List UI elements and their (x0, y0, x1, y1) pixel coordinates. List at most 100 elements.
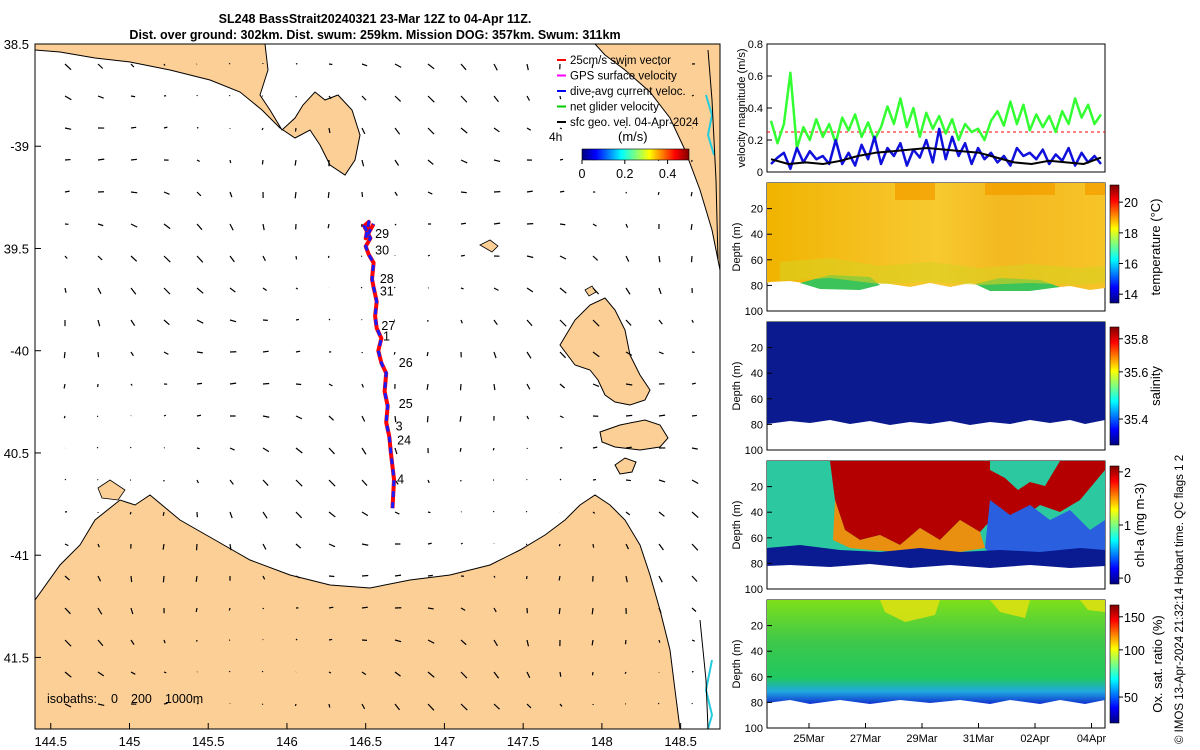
temperature-mid-band (780, 258, 1105, 285)
velocity-arrow (691, 319, 694, 323)
velocity-arrow (163, 287, 171, 295)
isobath-value-0: 0 (111, 692, 118, 706)
depth-tick-label: 40 (751, 507, 763, 519)
colorbar-tick-label: 16 (1124, 258, 1138, 272)
velocity-panel: 0 0.2 0.4 0.6 0.8 velocity magnitude (m/s) (736, 39, 1106, 179)
chlorophyll-colorbar (1109, 465, 1120, 585)
velocity-arrow (196, 287, 204, 294)
velocity-arrow (525, 543, 528, 546)
map-y-tick-label: -40 (10, 344, 29, 359)
velocity-arrow (294, 159, 297, 166)
velocity-arrow (229, 287, 236, 293)
depth-tick-label: 60 (751, 672, 763, 684)
velocity-arrow (130, 319, 136, 327)
velocity-arrow (229, 223, 234, 231)
velocity-arrow (460, 542, 463, 545)
map-x-tick-label: 148 (591, 734, 613, 749)
velocity-arrow (196, 414, 202, 417)
velocity-arrow (163, 223, 171, 230)
velocity-arrow (196, 159, 200, 162)
velocity-arrow (526, 639, 530, 647)
oxygen-panel: 20 40 60 80 100 Depth (m) 150 100 50 Ox. sat. … (731, 599, 1165, 745)
velocity-arrow (460, 639, 467, 646)
salinity-y-label: Depth (m) (731, 362, 743, 411)
velocity-arrow (625, 223, 629, 228)
velocity-arrow (328, 703, 331, 708)
velocity-arrow (360, 255, 363, 258)
velocity-arrow (460, 191, 467, 194)
velocity-arrow (130, 351, 134, 357)
velocity-arrow (196, 382, 203, 385)
legend-extra: 4h (549, 130, 562, 144)
velocity-arrow (63, 351, 66, 359)
velocity-arrow (624, 671, 627, 675)
velocity-arrow (97, 575, 102, 582)
velocity-arrow (592, 223, 597, 227)
velocity-arrow (295, 575, 300, 579)
velocity-arrow (657, 126, 660, 129)
velocity-arrow (64, 671, 72, 678)
chlorophyll-panel: 20 40 60 80 100 Depth (m) 2 1 0 chl-a (mg m-3) (731, 460, 1147, 596)
velocity-arrow (591, 607, 594, 615)
velocity-arrow (97, 703, 105, 707)
velocity-arrow (328, 383, 333, 387)
velocity-arrow (427, 639, 435, 644)
velocity-arrow (261, 159, 264, 165)
velocity-arrow (229, 447, 235, 451)
velocity-arrow (658, 319, 663, 325)
velocity-arrow (427, 511, 431, 514)
velocity-arrow (394, 703, 401, 711)
velocity-arrow (130, 607, 134, 615)
legend-label: GPS surface velocity (570, 71, 677, 83)
velocity-arrow (690, 191, 693, 197)
velocity-arrow (592, 446, 598, 449)
chart-title-line1: SL248 BassStrait20240321 23-Mar 12Z to 0… (218, 12, 532, 26)
depth-tick-label: 20 (751, 343, 763, 355)
velocity-arrow (625, 543, 630, 550)
velocity-arrow (130, 223, 138, 228)
velocity-arrow (64, 478, 67, 481)
velocity-arrow (625, 351, 633, 356)
velocity-arrow (658, 255, 661, 263)
velocity-series-line (770, 127, 1102, 171)
legend-label: sfc geo. vel. 04-Apr-2024 (570, 117, 699, 129)
velocity-arrow (394, 639, 402, 643)
velocity-arrow (526, 63, 529, 71)
velocity-arrow (328, 415, 335, 421)
velocity-arrow (625, 414, 633, 417)
depth-tick-label: 100 (745, 306, 763, 318)
temperature-y-axis: 20 40 60 80 100 (745, 204, 772, 318)
track-day-label: 29 (375, 227, 389, 241)
oxygen-y-label: Depth (m) (731, 640, 743, 689)
velocity-arrow (97, 351, 100, 358)
velocity-arrow (295, 479, 303, 487)
velocity-y-tick-label: 0 (757, 167, 763, 179)
velocity-arrow (658, 414, 666, 417)
chlorophyll-colorbar-ticks: 2 1 0 (1119, 466, 1131, 586)
velocity-arrow (262, 223, 265, 231)
velocity-arrow (328, 671, 332, 674)
velocity-arrow (295, 543, 302, 549)
velocity-arrow (63, 383, 66, 389)
chlorophyll-orange-band (833, 500, 985, 552)
velocity-arrow (295, 318, 300, 321)
map-x-tick-label: 147 (434, 734, 456, 749)
oxygen-colorbar (1109, 604, 1120, 724)
velocity-arrow (361, 127, 366, 135)
velocity-arrow (460, 63, 467, 71)
velocity-arrow (427, 191, 433, 195)
velocity-arrow (394, 574, 402, 577)
velocity-arrow (64, 63, 72, 71)
velocity-arrow (327, 255, 330, 259)
velocity-arrow (394, 95, 402, 102)
velocity-arrow (64, 255, 68, 259)
velocity-arrow (492, 447, 495, 451)
velocity-arrow (625, 575, 628, 583)
velocity-arrow (394, 447, 398, 455)
velocity-arrow (295, 255, 298, 260)
velocity-arrow (658, 543, 664, 551)
velocity-arrow (625, 479, 631, 482)
colorbar-tick-label: 35.4 (1124, 413, 1148, 427)
